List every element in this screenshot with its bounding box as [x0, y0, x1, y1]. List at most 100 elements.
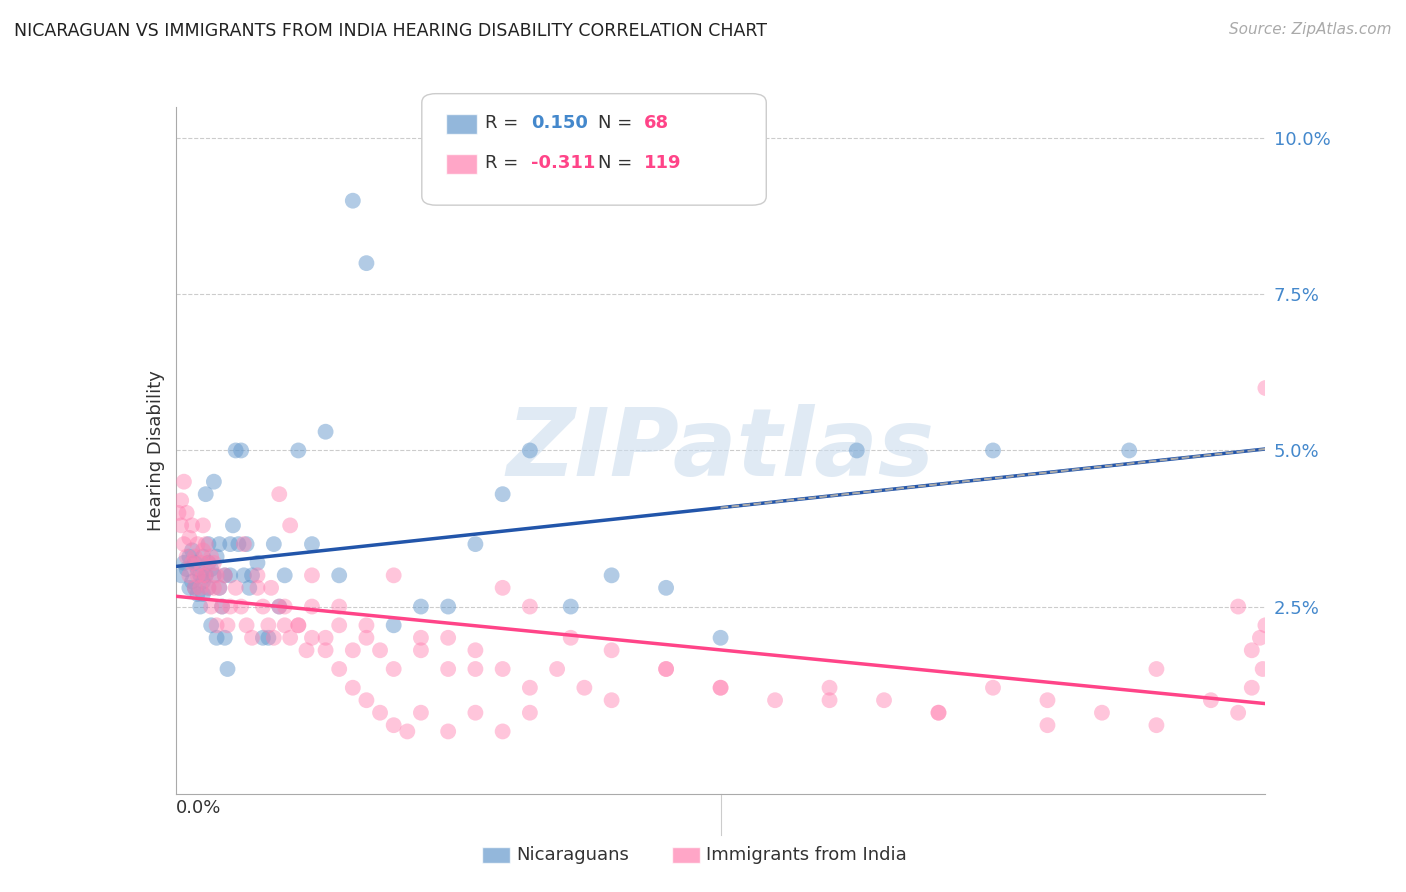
- Point: [269, 599, 291, 614]
- Text: NICARAGUAN VS IMMIGRANTS FROM INDIA HEARING DISABILITY CORRELATION CHART: NICARAGUAN VS IMMIGRANTS FROM INDIA HEAR…: [14, 22, 768, 40]
- Point: [356, 631, 378, 645]
- Point: [170, 518, 193, 533]
- Point: [301, 599, 323, 614]
- Point: [409, 631, 432, 645]
- Text: Nicaraguans: Nicaraguans: [516, 847, 628, 864]
- Point: [228, 537, 250, 551]
- Point: [519, 443, 541, 458]
- Point: [214, 631, 236, 645]
- Point: [287, 618, 309, 632]
- Point: [231, 443, 253, 458]
- Point: [519, 681, 541, 695]
- Point: [274, 618, 297, 632]
- Point: [222, 518, 245, 533]
- Point: [315, 425, 337, 439]
- Point: [1036, 693, 1059, 707]
- Point: [342, 643, 364, 657]
- Point: [186, 537, 209, 551]
- Point: [295, 643, 318, 657]
- Point: [845, 443, 868, 458]
- Point: [191, 518, 214, 533]
- Point: [560, 599, 582, 614]
- Point: [981, 681, 1004, 695]
- Point: [464, 662, 486, 676]
- Point: [235, 618, 257, 632]
- Point: [202, 556, 225, 570]
- Point: [1240, 681, 1263, 695]
- Point: [1144, 662, 1167, 676]
- Point: [181, 518, 204, 533]
- Point: [328, 618, 350, 632]
- Point: [176, 506, 198, 520]
- Point: [396, 724, 419, 739]
- Point: [278, 518, 301, 533]
- Point: [437, 662, 460, 676]
- Point: [928, 706, 950, 720]
- Point: [232, 537, 254, 551]
- Point: [194, 487, 217, 501]
- Point: [437, 599, 460, 614]
- Point: [873, 693, 896, 707]
- Point: [211, 599, 233, 614]
- Point: [191, 549, 214, 564]
- Point: [252, 599, 274, 614]
- Point: [186, 568, 209, 582]
- Point: [186, 587, 209, 601]
- Point: [710, 681, 733, 695]
- Point: [437, 724, 460, 739]
- Point: [194, 537, 217, 551]
- Point: [600, 693, 623, 707]
- Text: 0.0%: 0.0%: [176, 799, 221, 817]
- Text: Immigrants from India: Immigrants from India: [706, 847, 907, 864]
- Point: [546, 662, 568, 676]
- Point: [176, 549, 198, 564]
- Point: [342, 194, 364, 208]
- Point: [246, 581, 269, 595]
- Point: [197, 537, 219, 551]
- Point: [710, 631, 733, 645]
- Point: [1091, 706, 1114, 720]
- Point: [315, 643, 337, 657]
- Point: [240, 568, 263, 582]
- Point: [560, 631, 582, 645]
- Point: [1036, 718, 1059, 732]
- Point: [287, 618, 309, 632]
- Point: [1254, 618, 1277, 632]
- Point: [301, 631, 323, 645]
- Text: -0.311: -0.311: [531, 154, 596, 172]
- Point: [437, 631, 460, 645]
- Point: [1227, 706, 1250, 720]
- Point: [200, 618, 222, 632]
- Text: 0.150: 0.150: [531, 114, 588, 132]
- Point: [179, 581, 201, 595]
- Point: [200, 599, 222, 614]
- Point: [655, 662, 678, 676]
- Point: [382, 718, 405, 732]
- Point: [1144, 718, 1167, 732]
- Point: [409, 599, 432, 614]
- Point: [928, 706, 950, 720]
- Point: [260, 581, 283, 595]
- Point: [246, 556, 269, 570]
- Point: [179, 549, 201, 564]
- Point: [1249, 631, 1271, 645]
- Point: [274, 599, 297, 614]
- Point: [315, 631, 337, 645]
- Point: [208, 581, 231, 595]
- Point: [181, 574, 204, 589]
- Point: [219, 568, 242, 582]
- Text: R =: R =: [485, 114, 524, 132]
- Point: [763, 693, 786, 707]
- Point: [328, 599, 350, 614]
- Point: [328, 568, 350, 582]
- Point: [173, 475, 195, 489]
- Point: [191, 587, 214, 601]
- Point: [246, 568, 269, 582]
- Point: [184, 556, 207, 570]
- Point: [202, 475, 225, 489]
- Point: [211, 599, 233, 614]
- Point: [409, 706, 432, 720]
- Point: [186, 562, 209, 576]
- Point: [219, 599, 242, 614]
- Point: [269, 487, 291, 501]
